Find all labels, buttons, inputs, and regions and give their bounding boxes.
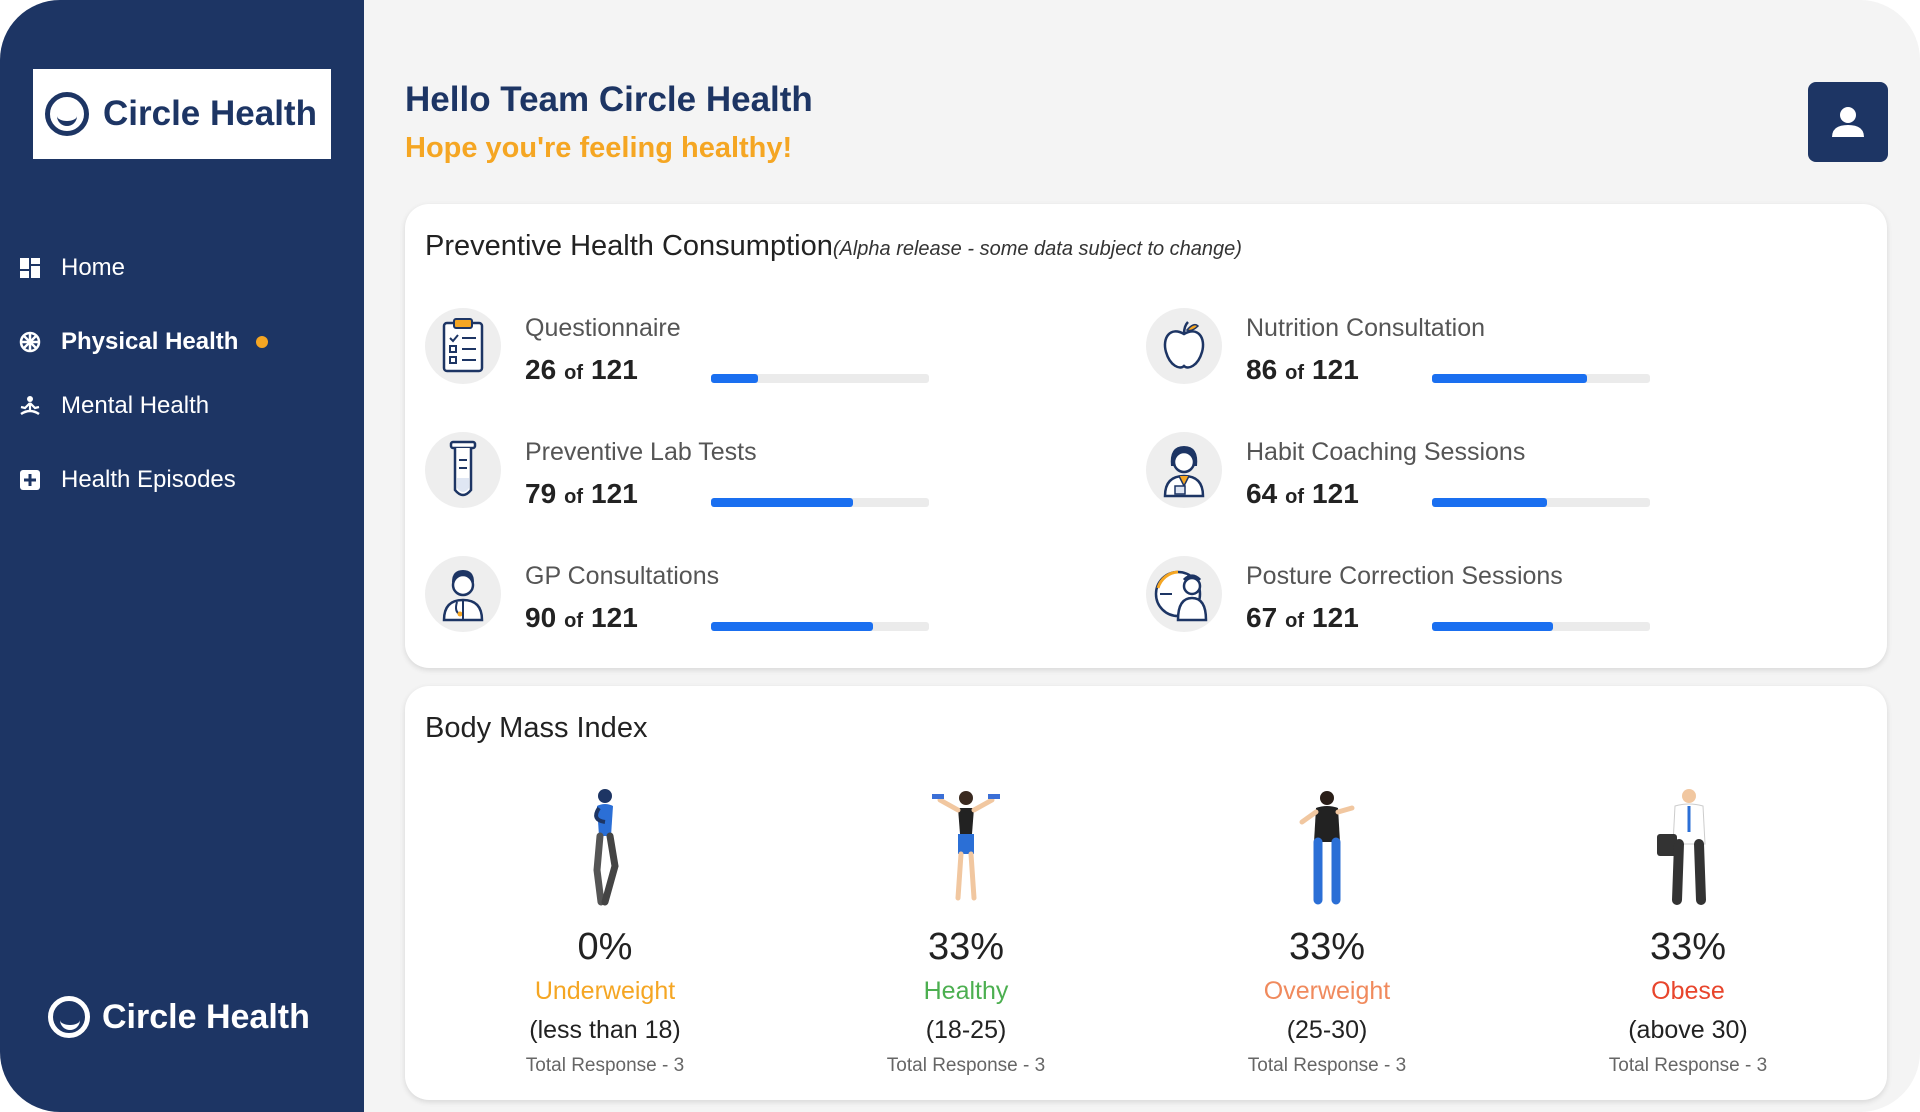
bmi-category-name: Overweight bbox=[1263, 977, 1391, 1005]
metric-label: Preventive Lab Tests bbox=[525, 438, 757, 466]
sidebar-item-label: Physical Health bbox=[61, 328, 239, 355]
bmi-category-name: Healthy bbox=[923, 977, 1009, 1005]
progress-fill bbox=[1432, 622, 1553, 631]
bmi-category-obese: 33% Obese (above 30) Total Response - 3 bbox=[1508, 786, 1868, 1077]
bmi-total-response: Total Response - 3 bbox=[525, 1055, 685, 1076]
obese-person-icon bbox=[1508, 786, 1868, 916]
bmi-category-overweight: 33% Overweight (25-30) Total Response - … bbox=[1147, 786, 1507, 1077]
brand-logo[interactable]: Circle Health bbox=[33, 69, 331, 159]
page-subtitle: Hope you're feeling healthy! bbox=[405, 132, 793, 164]
card-title: Preventive Health Consumption(Alpha rele… bbox=[425, 230, 1242, 263]
dashboard-icon bbox=[19, 257, 41, 279]
progress-bar bbox=[711, 374, 929, 383]
bmi-category-name: Underweight bbox=[534, 977, 676, 1005]
progress-bar bbox=[711, 498, 929, 507]
metric-posture-correction-sessions[interactable]: Posture Correction Sessions 67 of 121 bbox=[1126, 556, 1826, 646]
progress-fill bbox=[1432, 374, 1587, 383]
metric-label: Posture Correction Sessions bbox=[1246, 562, 1563, 590]
metric-questionnaire[interactable]: Questionnaire 26 of 121 bbox=[405, 308, 1105, 398]
sidebar-item-label: Mental Health bbox=[61, 392, 210, 419]
sidebar-item-health-episodes[interactable]: Health Episodes bbox=[0, 458, 364, 502]
bmi-category-name: Obese bbox=[1651, 977, 1725, 1005]
test-tube-icon bbox=[425, 432, 501, 508]
active-indicator-dot bbox=[256, 336, 269, 348]
metric-habit-coaching-sessions[interactable]: Habit Coaching Sessions 64 of 121 bbox=[1126, 432, 1826, 522]
bmi-percentage: 33% bbox=[1288, 926, 1366, 968]
progress-fill bbox=[711, 622, 874, 631]
progress-bar bbox=[1432, 498, 1650, 507]
bmi-total-response: Total Response - 3 bbox=[1247, 1055, 1407, 1076]
preventive-health-card: Preventive Health Consumption(Alpha rele… bbox=[405, 204, 1887, 668]
metric-count: 79 of 121 bbox=[525, 478, 638, 509]
page-title: Hello Team Circle Health bbox=[405, 80, 813, 119]
posture-icon bbox=[1146, 556, 1222, 632]
thin-person-icon bbox=[425, 786, 785, 916]
bmi-range: (25-30) bbox=[1286, 1016, 1368, 1044]
sidebar-item-home[interactable]: Home bbox=[0, 246, 364, 290]
bmi-total-response: Total Response - 3 bbox=[1608, 1055, 1768, 1076]
progress-fill bbox=[1432, 498, 1548, 507]
progress-bar bbox=[1432, 374, 1650, 383]
circle-smile-logo-icon bbox=[45, 92, 89, 136]
progress-fill bbox=[711, 374, 758, 383]
overweight-person-icon bbox=[1147, 786, 1507, 916]
footer-brand-name: Circle Health bbox=[102, 997, 310, 1036]
card-title-note: (Alpha release - some data subject to ch… bbox=[832, 238, 1242, 260]
doctor-icon bbox=[425, 556, 501, 632]
sidebar-item-mental-health[interactable]: Mental Health bbox=[0, 384, 364, 428]
metric-count: 86 of 121 bbox=[1246, 354, 1359, 385]
metric-label: GP Consultations bbox=[525, 562, 720, 590]
metric-label: Questionnaire bbox=[525, 314, 681, 342]
bmi-range: (18-25) bbox=[925, 1016, 1007, 1044]
physical-health-icon bbox=[19, 331, 41, 353]
bmi-percentage: 0% bbox=[577, 926, 633, 968]
profile-button[interactable] bbox=[1808, 82, 1888, 162]
metric-count: 64 of 121 bbox=[1246, 478, 1359, 509]
user-icon bbox=[1832, 107, 1864, 137]
meditation-icon bbox=[19, 395, 41, 417]
plus-square-icon bbox=[19, 469, 41, 491]
progress-fill bbox=[711, 498, 854, 507]
bmi-category-healthy: 33% Healthy (18-25) Total Response - 3 bbox=[786, 786, 1146, 1077]
bmi-card: Body Mass Index 0% Underweight (less tha… bbox=[405, 686, 1887, 1100]
card-title: Body Mass Index bbox=[425, 712, 648, 744]
sidebar-item-label: Health Episodes bbox=[61, 466, 236, 493]
bmi-range: (less than 18) bbox=[529, 1016, 681, 1044]
bmi-percentage: 33% bbox=[927, 926, 1005, 968]
circle-smile-logo-icon bbox=[48, 996, 90, 1038]
fit-person-icon bbox=[786, 786, 1146, 916]
metric-gp-consultations[interactable]: GP Consultations 90 of 121 bbox=[405, 556, 1105, 646]
sidebar-item-label: Home bbox=[61, 254, 126, 281]
metric-preventive-lab-tests[interactable]: Preventive Lab Tests 79 of 121 bbox=[405, 432, 1105, 522]
progress-bar bbox=[1432, 622, 1650, 631]
metric-nutrition-consultation[interactable]: Nutrition Consultation 86 of 121 bbox=[1126, 308, 1826, 398]
metric-count: 67 of 121 bbox=[1246, 602, 1359, 633]
bmi-total-response: Total Response - 3 bbox=[886, 1055, 1046, 1076]
metric-label: Nutrition Consultation bbox=[1246, 314, 1486, 342]
metric-count: 26 of 121 bbox=[525, 354, 638, 385]
footer-brand-logo: Circle Health bbox=[48, 996, 310, 1038]
progress-bar bbox=[711, 622, 929, 631]
card-title-text: Preventive Health Consumption bbox=[425, 230, 833, 262]
bmi-percentage: 33% bbox=[1649, 926, 1727, 968]
clipboard-icon bbox=[425, 308, 501, 384]
sidebar: Circle Health Home Physical Health bbox=[0, 0, 364, 1112]
apple-icon bbox=[1146, 308, 1222, 384]
brand-name: Circle Health bbox=[103, 94, 317, 133]
bmi-range: (above 30) bbox=[1628, 1016, 1748, 1044]
bmi-category-underweight: 0% Underweight (less than 18) Total Resp… bbox=[425, 786, 785, 1077]
metric-label: Habit Coaching Sessions bbox=[1246, 438, 1526, 466]
metric-count: 90 of 121 bbox=[525, 602, 638, 633]
coach-icon bbox=[1146, 432, 1222, 508]
sidebar-item-physical-health[interactable]: Physical Health bbox=[0, 320, 364, 364]
